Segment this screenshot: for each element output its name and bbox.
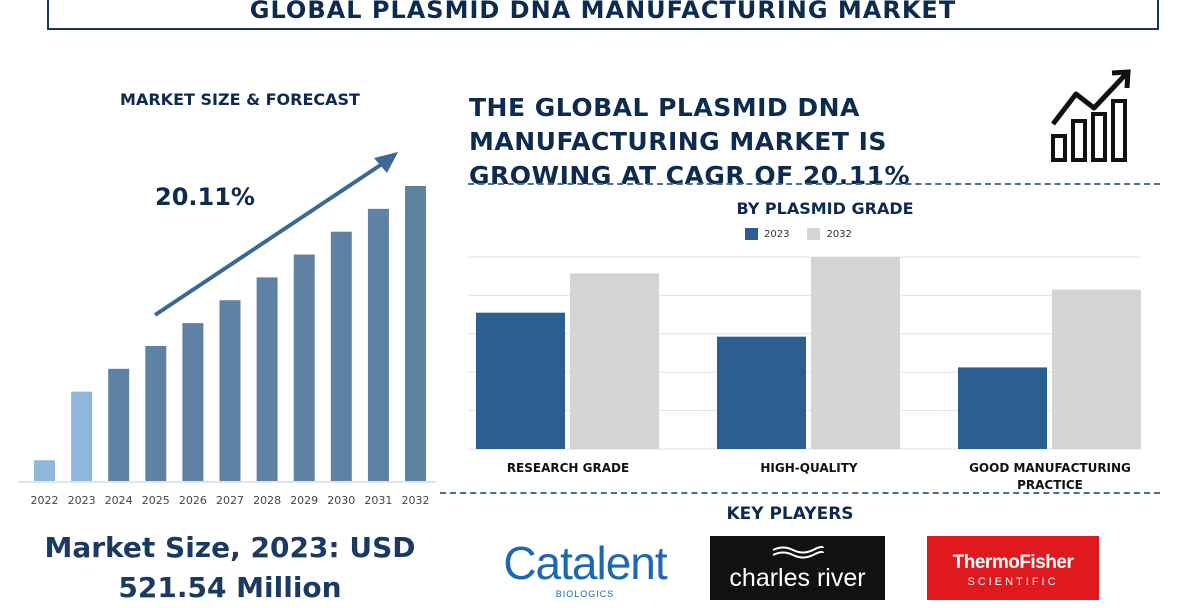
bar-2030 [330,231,352,481]
divider-top [468,183,1160,185]
tick-label-2028: 2028 [253,494,281,507]
tick-label-2024: 2024 [105,494,133,507]
catalent-logo-sub: BIOLOGICS [555,589,615,599]
bar-2029 [293,254,315,481]
legend-swatch-2032 [807,228,821,240]
legend-label-2023: 2023 [764,229,790,240]
thermo-fisher-logo-name: ThermoFisher [952,552,1074,573]
charles-river-logo-name: charles river [729,564,866,592]
thermo-fisher-logo: ThermoFisher SCIENTIFIC [927,536,1099,600]
legend-label-2032: 2032 [826,229,852,240]
trend-arrow [153,158,390,317]
grade-chart: RESEARCH GRADE HIGH-QUALITY GOOD MANUFACTU… [468,256,1141,492]
page-title: GLOBAL PLASMID DNA MANUFACTURING MARKET [249,0,957,24]
tick-label-2032: 2032 [402,494,430,507]
headline: THE GLOBAL PLASMID DNA MANUFACTURING MAR… [469,93,911,190]
catalent-logo: Catalent BIOLOGICS [490,540,680,600]
bar-2031 [367,208,389,481]
bar-2032 [405,186,426,481]
tick-label-2031: 2031 [364,494,392,507]
tick-label-2027: 2027 [216,494,244,507]
category-label-2: GOOD MANUFACTURING PRACTICE [969,461,1131,492]
legend-item-2023: 2023 [745,228,789,240]
category-label-1: HIGH-QUALITY [760,461,858,475]
bar-2023-0 [476,312,565,449]
forecast-title: MARKET SIZE & FORECAST [120,90,360,109]
divider-bottom [440,492,1160,494]
bar-2023-2 [958,367,1047,449]
market-size-text: Market Size, 2023: USD 521.54 Million [20,528,440,608]
grade-legend: 2023 2032 [745,228,852,240]
tick-label-2030: 2030 [327,494,355,507]
bar-2023 [71,391,93,481]
thermo-fisher-logo-sub: SCIENTIFIC [967,576,1059,588]
forecast-chart: 2022 2023 2024 2025 2026 2027 2028 2029 2030 2031… [18,152,436,507]
growth-bar-chart-icon [1051,69,1131,162]
tick-label-2029: 2029 [290,494,318,507]
bar-2032-2 [1052,289,1141,449]
charles-river-logo: charles river [710,536,885,600]
bar-2022 [34,460,55,481]
bar-2024 [108,368,130,481]
grade-chart-title: BY PLASMID GRADE [736,199,914,218]
bar-2027 [219,300,241,481]
bar-2032-0 [570,273,659,449]
bar-2023-1 [717,336,806,449]
bar-2028 [256,277,278,481]
legend-swatch-2023 [745,228,758,240]
tick-label-2022: 2022 [31,494,59,507]
tick-label-2023: 2023 [68,494,96,507]
tick-label-2026: 2026 [179,494,207,507]
catalent-logo-name: Catalent [503,537,667,589]
market-size-line1: Market Size, 2023: USD [44,531,416,564]
market-size-line2: 521.54 Million [118,571,342,604]
wave-icon [772,545,824,559]
category-label-0: RESEARCH GRADE [507,461,629,475]
bar-2025 [145,345,167,481]
cagr-annotation: 20.11% [155,183,255,211]
key-players-title: KEY PLAYERS [726,504,854,524]
title-banner: GLOBAL PLASMID DNA MANUFACTURING MARKET [47,0,1159,30]
legend-item-2032: 2032 [807,228,852,240]
tick-label-2025: 2025 [142,494,170,507]
bar-2026 [182,323,204,481]
bar-2032-1 [811,257,900,449]
trend-arrow-head [374,152,398,173]
